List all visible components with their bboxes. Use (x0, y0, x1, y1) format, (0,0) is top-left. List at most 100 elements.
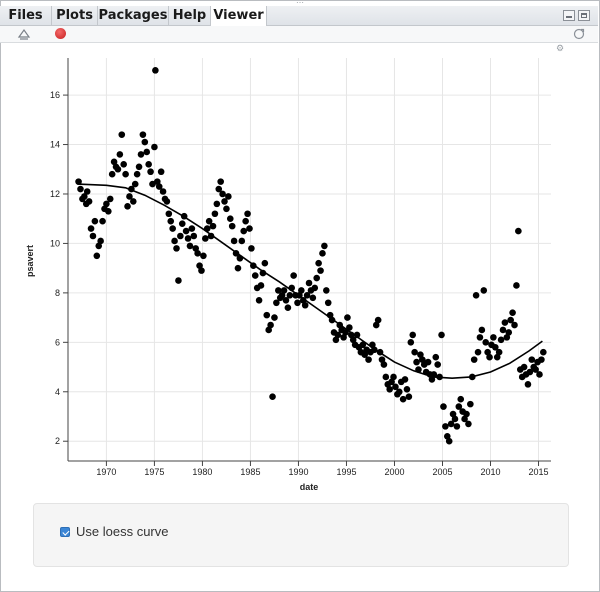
data-point (449, 410, 457, 418)
control-panel (33, 503, 569, 567)
data-point (467, 400, 474, 408)
data-point (528, 356, 536, 363)
data-point (120, 161, 127, 168)
y-tick-label: 14 (50, 140, 60, 150)
data-point (526, 368, 534, 376)
data-point (278, 292, 286, 299)
x-tick-label: 1990 (288, 467, 308, 477)
data-point (476, 334, 484, 341)
data-point (413, 358, 420, 366)
data-point (209, 222, 217, 230)
loess-checkbox[interactable] (60, 527, 70, 537)
data-point (313, 274, 321, 282)
tab-help[interactable]: Help (169, 6, 211, 25)
tab-viewer[interactable]: Viewer (211, 6, 267, 26)
tab-plots[interactable]: Plots (52, 6, 98, 25)
scatter-plot: 1970 1975 1980 1985 1990 1995 2000 2005 2010 2015… (25, 58, 551, 492)
maximize-pane-button[interactable] (578, 10, 590, 21)
stop-icon[interactable] (55, 28, 66, 39)
data-point (509, 309, 516, 316)
data-point (344, 314, 351, 321)
data-point (323, 287, 330, 294)
data-point (438, 331, 445, 339)
data-point (392, 383, 399, 391)
data-point (257, 282, 265, 289)
data-point (451, 415, 459, 423)
data-points (75, 67, 547, 445)
data-point (282, 296, 290, 304)
data-point (228, 222, 236, 230)
data-point (221, 198, 228, 205)
data-point (217, 178, 224, 185)
data-point (434, 361, 441, 368)
data-point (213, 200, 221, 208)
data-point (75, 178, 82, 185)
x-tick-label: 1970 (96, 467, 116, 477)
data-point (99, 217, 106, 225)
minimize-pane-button[interactable] (563, 10, 575, 21)
data-point (490, 334, 497, 341)
data-point (378, 356, 386, 363)
data-point (388, 378, 395, 386)
pane-resize-grip[interactable]: ⋯ (296, 0, 304, 7)
data-point (171, 237, 178, 245)
data-point (265, 326, 272, 334)
y-tick-label: 4 (55, 387, 60, 397)
data-point (503, 334, 511, 341)
data-point (419, 356, 426, 363)
data-point (147, 168, 154, 176)
y-tick-label: 2 (55, 436, 60, 446)
data-point (303, 292, 311, 299)
data-point (495, 348, 503, 356)
x-axis-label: date (300, 482, 319, 492)
x-tick-label: 1985 (240, 467, 260, 477)
data-point (474, 348, 482, 356)
data-point (198, 267, 205, 274)
settings-gear-icon[interactable]: ⚙ (556, 43, 565, 53)
data-point (424, 358, 432, 366)
data-point (493, 353, 501, 361)
data-point (167, 217, 175, 225)
data-point (248, 245, 255, 252)
data-point (118, 131, 126, 138)
data-point (342, 329, 349, 336)
data-point (447, 420, 455, 428)
data-point (486, 353, 493, 361)
data-point (116, 151, 124, 158)
data-point (409, 331, 417, 339)
data-point (321, 242, 328, 250)
data-point (284, 304, 292, 312)
data-point (457, 395, 465, 403)
data-point (515, 227, 522, 235)
data-point (299, 296, 307, 304)
data-point (372, 321, 380, 329)
data-point (173, 245, 180, 252)
tab-files[interactable]: Files (0, 6, 52, 25)
plot-grid (68, 58, 551, 461)
data-point (106, 195, 114, 203)
data-point (455, 403, 463, 410)
data-point (309, 294, 317, 302)
y-tick-label: 12 (50, 189, 60, 199)
clear-viewer-icon[interactable] (17, 27, 31, 41)
data-point (538, 356, 545, 363)
data-point (175, 277, 182, 284)
data-point (445, 437, 453, 445)
data-point (305, 279, 313, 287)
data-point (178, 220, 186, 227)
data-point (499, 326, 507, 334)
refresh-icon[interactable] (572, 27, 586, 41)
data-point (143, 148, 151, 156)
data-point (463, 410, 470, 418)
data-point (332, 336, 340, 344)
data-point (317, 267, 324, 274)
y-tick-label: 10 (50, 238, 60, 248)
data-point (501, 319, 509, 326)
data-point (165, 210, 173, 218)
tab-packages[interactable]: Packages (98, 6, 169, 25)
data-point (137, 151, 145, 158)
data-point (157, 168, 165, 176)
data-point (315, 259, 322, 267)
data-point (274, 287, 282, 294)
data-point (223, 205, 230, 213)
